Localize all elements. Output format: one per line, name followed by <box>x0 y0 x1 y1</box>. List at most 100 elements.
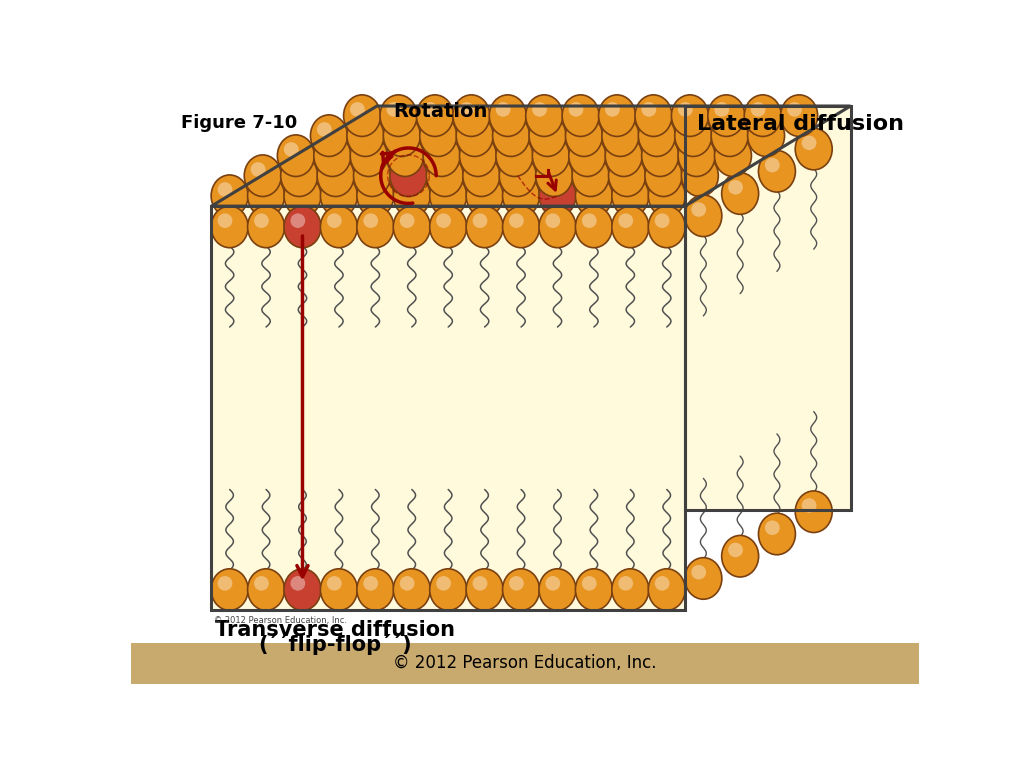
Ellipse shape <box>284 206 321 248</box>
Ellipse shape <box>722 535 759 577</box>
Ellipse shape <box>642 135 679 177</box>
Ellipse shape <box>291 182 305 197</box>
Ellipse shape <box>681 155 719 197</box>
Ellipse shape <box>466 142 480 157</box>
Ellipse shape <box>313 135 351 177</box>
Ellipse shape <box>728 543 743 558</box>
Ellipse shape <box>503 142 517 157</box>
Ellipse shape <box>463 155 500 197</box>
Ellipse shape <box>648 569 685 611</box>
Ellipse shape <box>796 128 833 170</box>
Ellipse shape <box>211 175 248 217</box>
Ellipse shape <box>579 162 593 177</box>
Ellipse shape <box>718 122 732 137</box>
Ellipse shape <box>787 102 802 117</box>
Ellipse shape <box>638 115 675 157</box>
Ellipse shape <box>688 162 702 177</box>
Ellipse shape <box>500 155 537 197</box>
Ellipse shape <box>430 175 467 217</box>
Ellipse shape <box>364 182 378 197</box>
Ellipse shape <box>506 162 520 177</box>
Ellipse shape <box>356 175 394 217</box>
Ellipse shape <box>503 175 540 217</box>
Text: (´´flip-flop´´): (´´flip-flop´´) <box>258 634 412 655</box>
Ellipse shape <box>251 162 265 177</box>
Ellipse shape <box>681 122 696 137</box>
Ellipse shape <box>618 182 633 197</box>
Ellipse shape <box>353 155 390 197</box>
Ellipse shape <box>708 95 744 137</box>
Ellipse shape <box>615 162 630 177</box>
Ellipse shape <box>618 576 633 591</box>
Ellipse shape <box>496 102 511 117</box>
Polygon shape <box>211 206 685 611</box>
Ellipse shape <box>691 565 707 580</box>
Text: Transverse diffusion: Transverse diffusion <box>215 621 455 641</box>
Ellipse shape <box>453 95 489 137</box>
Ellipse shape <box>575 142 590 157</box>
Ellipse shape <box>284 142 299 157</box>
Ellipse shape <box>525 95 562 137</box>
Ellipse shape <box>383 115 420 157</box>
Text: Lateral diffusion: Lateral diffusion <box>697 114 904 134</box>
Ellipse shape <box>493 115 529 157</box>
Ellipse shape <box>648 206 685 248</box>
Ellipse shape <box>605 102 620 117</box>
Ellipse shape <box>386 102 401 117</box>
Ellipse shape <box>396 162 412 177</box>
Ellipse shape <box>582 214 597 228</box>
Ellipse shape <box>436 576 451 591</box>
Ellipse shape <box>539 569 575 611</box>
Ellipse shape <box>599 95 636 137</box>
Ellipse shape <box>254 576 269 591</box>
Ellipse shape <box>456 115 494 157</box>
Ellipse shape <box>360 162 375 177</box>
Ellipse shape <box>317 122 332 137</box>
Ellipse shape <box>654 182 670 197</box>
Ellipse shape <box>568 135 606 177</box>
Ellipse shape <box>542 162 557 177</box>
Ellipse shape <box>645 155 682 197</box>
Ellipse shape <box>248 569 285 611</box>
Ellipse shape <box>245 155 282 197</box>
Ellipse shape <box>469 162 484 177</box>
Ellipse shape <box>748 115 784 157</box>
Ellipse shape <box>248 175 285 217</box>
Ellipse shape <box>546 576 560 591</box>
Ellipse shape <box>278 135 314 177</box>
Ellipse shape <box>399 576 415 591</box>
Ellipse shape <box>393 206 430 248</box>
Ellipse shape <box>460 102 474 117</box>
Ellipse shape <box>254 182 269 197</box>
Ellipse shape <box>287 162 302 177</box>
Text: © 2012 Pearson Education, Inc.: © 2012 Pearson Education, Inc. <box>393 654 656 673</box>
Ellipse shape <box>691 202 707 217</box>
Ellipse shape <box>353 122 369 137</box>
Ellipse shape <box>393 175 430 217</box>
Ellipse shape <box>611 206 649 248</box>
Ellipse shape <box>509 214 524 228</box>
Ellipse shape <box>380 95 417 137</box>
Ellipse shape <box>463 122 477 137</box>
Ellipse shape <box>715 102 729 117</box>
Ellipse shape <box>575 206 612 248</box>
Ellipse shape <box>218 182 232 197</box>
Ellipse shape <box>605 135 642 177</box>
Ellipse shape <box>611 569 649 611</box>
Ellipse shape <box>565 115 602 157</box>
Ellipse shape <box>473 214 487 228</box>
Ellipse shape <box>536 122 550 137</box>
Ellipse shape <box>582 182 597 197</box>
Ellipse shape <box>572 155 609 197</box>
Ellipse shape <box>684 142 699 157</box>
Ellipse shape <box>426 155 463 197</box>
Polygon shape <box>211 106 851 206</box>
Ellipse shape <box>218 576 232 591</box>
Ellipse shape <box>780 95 818 137</box>
Ellipse shape <box>744 95 781 137</box>
Ellipse shape <box>796 491 833 532</box>
Ellipse shape <box>611 175 649 217</box>
Ellipse shape <box>291 214 305 228</box>
Ellipse shape <box>602 115 639 157</box>
Ellipse shape <box>608 122 624 137</box>
